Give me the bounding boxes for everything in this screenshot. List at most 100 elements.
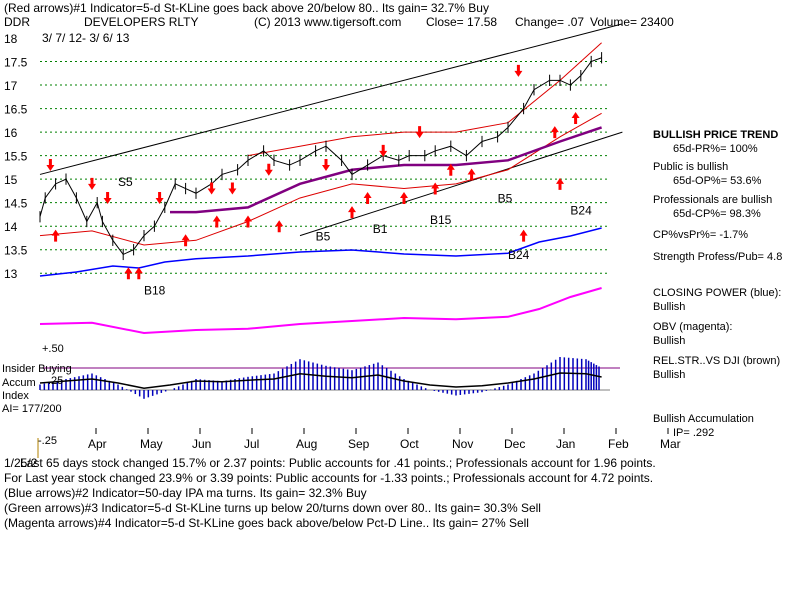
red-arrow-up-icon [124, 267, 133, 280]
x-tick-label: Jun [192, 437, 211, 451]
obv-label: OBV (magenta): [653, 321, 732, 333]
strength-ratio: Strength Profess/Pub= 4.8 [653, 251, 782, 263]
close-value: Close= 17.58 [426, 15, 497, 29]
red-arrow-up-icon [181, 234, 190, 247]
op-pct: 65d-OP%= 53.6% [673, 175, 762, 187]
m25-label: -.25 [38, 435, 57, 447]
y-tick-label: 14 [4, 220, 18, 234]
footer-line-1: Last 65 days stock changed 15.7% or 2.37… [20, 456, 656, 470]
y-tick-label: 16 [4, 126, 18, 140]
red-arrow-down-icon [264, 163, 273, 176]
red-arrow-down-icon [379, 144, 388, 157]
rel-str-label: REL.STR..VS DJI (brown) [653, 355, 780, 367]
red-arrow-up-icon [556, 177, 564, 190]
red-arrow-down-icon [322, 159, 330, 172]
signal-label: B24 [570, 203, 592, 217]
lower-band-line [39, 112, 602, 246]
signal-label: B18 [144, 283, 166, 297]
x-tick-label: Jan [556, 437, 575, 451]
footer-line-4: (Green arrows)#3 Indicator=5-d St-KLine … [4, 501, 541, 515]
bollinger-bands [39, 42, 603, 246]
red-arrow-up-icon [571, 111, 580, 124]
x-tick-label: Nov [452, 437, 473, 451]
footer-overlap: 1/25/2 [4, 456, 38, 470]
pro-status: Professionals are bullish [653, 194, 772, 206]
signal-label: B5 [316, 229, 331, 243]
signal-label: B15 [430, 213, 452, 227]
plus50-label: +.50 [42, 343, 64, 355]
date-range: 3/ 7/ 12- 3/ 6/ 13 [42, 31, 130, 45]
y-tick-label: 14.5 [4, 197, 28, 211]
red-arrow-up-icon [348, 206, 356, 219]
red-arrow-up-icon [519, 229, 528, 242]
closing-power-status: Bullish [653, 301, 685, 313]
header-line-1: (Red arrows)#1 Indicator=5-d St-KLine go… [4, 1, 489, 15]
ai-label: AI= 177/200 [2, 403, 62, 415]
x-tick-label: Dec [504, 437, 525, 451]
resistance-trendline [39, 23, 623, 175]
red-arrow-up-icon [446, 163, 455, 176]
closing-power-line [39, 227, 602, 277]
footer-line-3: (Blue arrows)#2 Indicator=50-day IPA ma … [4, 486, 367, 500]
change-value: Change= .07 [515, 15, 584, 29]
indicators [39, 227, 602, 335]
signal-label: B24 [508, 248, 530, 262]
accum-label: Accum [2, 377, 36, 389]
red-arrow-up-icon [400, 191, 408, 204]
moving-average-line [170, 126, 603, 214]
y-tick-label: 17 [4, 79, 18, 93]
support-trendline [299, 131, 623, 237]
x-tick-label: Apr [88, 437, 107, 451]
p25-label: .25 [48, 375, 63, 387]
red-arrow-down-icon [103, 191, 112, 204]
y-tick-label: 15.5 [4, 150, 28, 164]
x-tick-label: Sep [348, 437, 370, 451]
x-tick-label: Feb [608, 437, 629, 451]
y-tick-label: 15 [4, 173, 18, 187]
ticker: DDR [4, 15, 30, 29]
red-arrow-down-icon [514, 64, 523, 77]
red-arrow-up-icon [275, 220, 284, 233]
red-arrow-down-icon [228, 182, 237, 195]
ip-value: IP= .292 [673, 427, 714, 439]
closing-power-label: CLOSING POWER (blue): [653, 287, 781, 299]
y-tick-label: 16.5 [4, 103, 28, 117]
red-arrow-up-icon [244, 215, 252, 228]
y-tick-label: 13 [4, 267, 18, 281]
signal-arrows: S5 B1 B15 B5 B5 B24 B24 B18 [46, 64, 592, 297]
red-arrow-down-icon [88, 177, 96, 190]
pr-pct: 65d-PR%= 100% [673, 143, 758, 155]
rel-str-status: Bullish [653, 369, 685, 381]
x-tick-label: May [140, 437, 163, 451]
x-tick-label: Oct [400, 437, 419, 451]
price-series [39, 52, 603, 261]
red-arrow-up-icon [363, 191, 372, 204]
insider-label: Insider Buying [2, 363, 72, 375]
accumulation-line [39, 372, 602, 389]
red-arrow-up-icon [550, 126, 559, 139]
price-gridlines [40, 61, 610, 274]
red-arrow-up-icon [467, 168, 476, 181]
red-arrow-up-icon [212, 215, 221, 228]
signal-label: B5 [498, 192, 513, 206]
red-arrow-up-icon [51, 229, 60, 242]
signal-label: B1 [373, 222, 388, 236]
source: (C) 2013 www.tigersoft.com [254, 15, 401, 29]
y-tick-label: 17.5 [4, 56, 28, 70]
footer-line-5: (Magenta arrows)#4 Indicator=5-d St-KLin… [4, 516, 529, 530]
volume-value: Volume= 23400 [590, 15, 674, 29]
y-tick-label: 13.5 [4, 244, 28, 258]
red-arrow-down-icon [207, 182, 216, 195]
accumulation-pane [39, 357, 620, 399]
x-tick-label: Aug [296, 437, 317, 451]
signal-label: S5 [118, 175, 133, 189]
trendlines [39, 23, 623, 237]
red-arrow-up-icon [431, 182, 440, 195]
cp-pct: 65d-CP%= 98.3% [673, 208, 761, 220]
red-arrow-down-icon [155, 191, 164, 204]
y-tick-label: 18 [4, 32, 18, 46]
obv-line [39, 287, 602, 335]
accumulation-label: Bullish Accumulation [653, 413, 754, 425]
red-arrow-up-icon [134, 267, 143, 280]
